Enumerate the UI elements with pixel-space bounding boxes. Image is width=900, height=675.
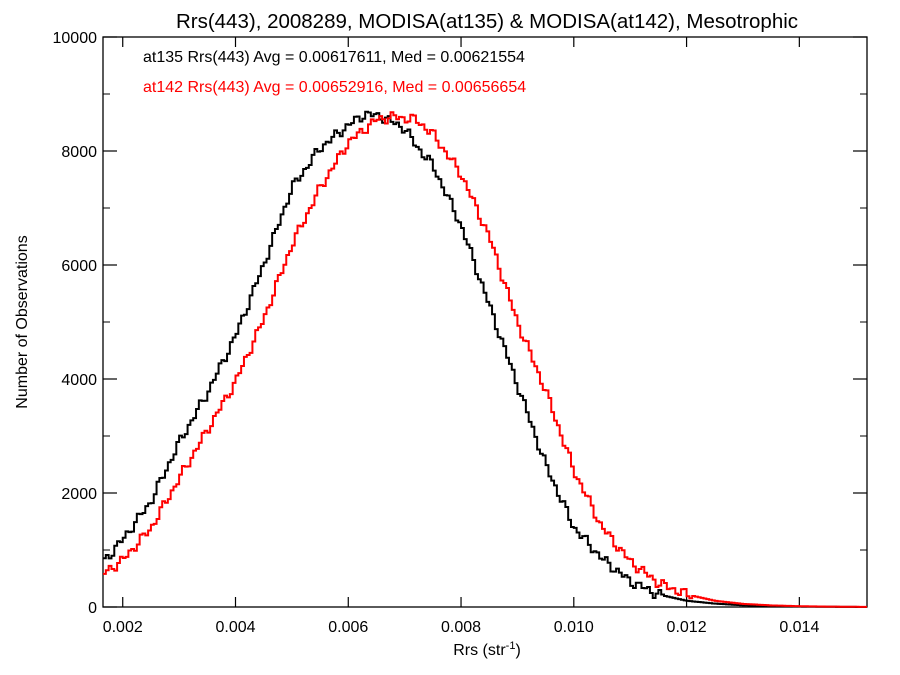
x-axis-label-close: ) (515, 642, 520, 659)
x-tick-label: 0.010 (554, 619, 594, 636)
x-axis-ticks: 0.002 0.004 0.006 0.008 0.010 0.012 0.014 (103, 37, 819, 636)
x-tick-label: 0.014 (779, 619, 819, 636)
y-axis-ticks: 0 2000 4000 6000 8000 10000 (53, 30, 867, 617)
x-tick-label: 0.002 (103, 619, 143, 636)
annotation-at142: at142 Rrs(443) Avg = 0.00652916, Med = 0… (143, 79, 526, 96)
y-tick-label: 4000 (61, 372, 97, 389)
x-tick-label: 0.008 (441, 619, 481, 636)
y-tick-label: 6000 (61, 258, 97, 275)
y-axis-label: Number of Observations (14, 235, 31, 408)
series-line-at142 (103, 111, 867, 608)
annotation-at135: at135 Rrs(443) Avg = 0.00617611, Med = 0… (143, 49, 525, 66)
x-tick-label: 0.006 (328, 619, 368, 636)
series-line-at135 (103, 110, 867, 608)
series-group (103, 110, 867, 608)
y-tick-label: 10000 (53, 30, 98, 47)
x-axis-label: Rrs (str-1) (453, 640, 521, 659)
x-tick-label: 0.004 (215, 619, 255, 636)
y-tick-label: 0 (88, 600, 97, 617)
y-tick-label: 2000 (61, 486, 97, 503)
y-tick-label: 8000 (61, 144, 97, 161)
x-tick-label: 0.012 (667, 619, 707, 636)
x-axis-label-superscript: -1 (506, 640, 516, 652)
plot-frame (102, 36, 868, 608)
chart-title: Rrs(443), 2008289, MODISA(at135) & MODIS… (176, 10, 798, 33)
